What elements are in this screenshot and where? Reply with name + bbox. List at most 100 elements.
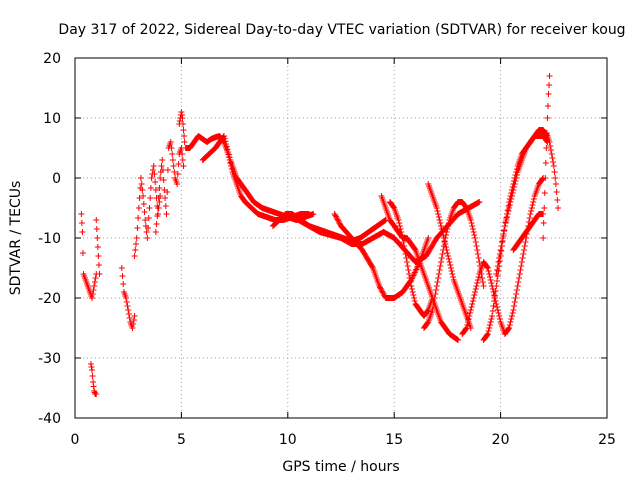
data-point-marker (503, 214, 510, 220)
data-point-marker (468, 220, 475, 226)
data-point-marker (445, 223, 452, 229)
data-point-marker (442, 244, 449, 250)
data-point-marker (500, 231, 507, 237)
data-point-marker (491, 298, 498, 304)
x-axis-label: GPS time / hours (282, 459, 399, 475)
data-point-marker (136, 195, 143, 201)
data-series (493, 127, 551, 277)
data-point-marker (514, 283, 521, 289)
data-point-marker (162, 195, 169, 201)
data-point-marker (406, 275, 413, 281)
data-point-marker (96, 271, 103, 277)
data-point-marker (87, 361, 94, 367)
data-point-marker (470, 295, 477, 301)
data-point-marker (552, 181, 559, 187)
data-point-marker (450, 274, 457, 280)
data-point-marker (89, 295, 96, 301)
data-point-marker (498, 243, 505, 249)
data-point-marker (469, 298, 476, 304)
data-point-marker (497, 247, 504, 253)
data-point-marker (221, 135, 228, 142)
data-point-marker (178, 109, 185, 115)
data-point-marker (543, 130, 550, 136)
data-point-marker (406, 271, 413, 277)
data-point-marker (550, 159, 557, 165)
data-point-marker (175, 161, 182, 167)
data-point-marker (152, 179, 159, 185)
data-point-marker (335, 219, 342, 225)
data-point-marker (408, 286, 415, 292)
data-point-marker (223, 143, 230, 150)
data-point-marker (513, 287, 520, 293)
data-point-marker (544, 115, 551, 121)
data-point-marker (462, 204, 469, 210)
data-point-marker (467, 217, 474, 223)
data-point-marker (555, 205, 562, 211)
data-point-marker (144, 235, 151, 241)
data-point-marker (494, 267, 501, 273)
data-series (78, 211, 100, 301)
data-point-marker (378, 287, 385, 293)
data-point-marker (93, 217, 100, 223)
data-point-marker (133, 241, 140, 247)
data-point-marker (334, 216, 341, 223)
data-point-marker (552, 175, 559, 181)
data-point-marker (474, 251, 481, 257)
data-point-marker (153, 221, 160, 227)
data-point-marker (479, 279, 486, 285)
data-point-marker (433, 283, 440, 289)
data-point-marker (154, 205, 161, 211)
data-point-marker (447, 262, 454, 268)
data-point-marker (467, 307, 474, 313)
axis-ticks: 0 5 10 15 20 25 -40 -30 -20 -10 0 10 20 (38, 51, 616, 448)
data-point-marker (526, 215, 533, 221)
data-point-marker (147, 195, 154, 201)
data-point-marker (399, 232, 406, 238)
data-point-marker (411, 246, 418, 252)
data-point-marker (160, 177, 167, 183)
chart-title: Day 317 of 2022, Sidereal Day-to-day VTE… (58, 22, 625, 38)
data-point-marker (180, 163, 187, 169)
data-point-marker (140, 201, 147, 207)
data-point-marker (404, 263, 411, 269)
data-point-marker (398, 229, 405, 235)
y-tick-label: -20 (38, 291, 61, 307)
data-point-marker (494, 304, 501, 310)
data-point-marker (333, 213, 340, 220)
data-point-marker (223, 141, 230, 147)
data-point-marker (226, 154, 233, 161)
data-point-marker (455, 337, 462, 343)
data-point-marker (511, 184, 518, 190)
data-point-marker (511, 299, 518, 305)
data-point-marker (491, 292, 498, 298)
data-point-marker (143, 229, 150, 235)
data-point-marker (435, 275, 442, 281)
data-point-marker (512, 295, 519, 301)
data-point-marker (467, 310, 474, 316)
data-point-marker (510, 307, 517, 313)
data-point-marker (94, 235, 101, 241)
data-point-marker (78, 220, 85, 226)
data-point-marker (434, 208, 441, 214)
data-point-marker (167, 139, 174, 145)
data-point-marker (130, 321, 137, 327)
data-point-marker (491, 293, 498, 299)
data-point-marker (494, 307, 501, 313)
data-point-marker (123, 299, 130, 305)
data-point-marker (437, 263, 444, 269)
data-point-marker (130, 317, 137, 323)
data-point-marker (511, 303, 518, 309)
data-point-marker (521, 247, 528, 253)
data-point-marker (488, 280, 495, 286)
data-point-marker (181, 139, 188, 145)
data-point-marker (446, 259, 453, 265)
data-point-marker (438, 226, 445, 232)
data-point-marker (145, 225, 152, 231)
data-series (118, 265, 138, 331)
data-point-marker (434, 279, 441, 285)
data-point-marker (441, 238, 448, 244)
data-point-marker (519, 255, 526, 261)
data-point-marker (118, 265, 125, 271)
data-point-marker (411, 295, 418, 301)
data-point-marker (396, 223, 403, 229)
